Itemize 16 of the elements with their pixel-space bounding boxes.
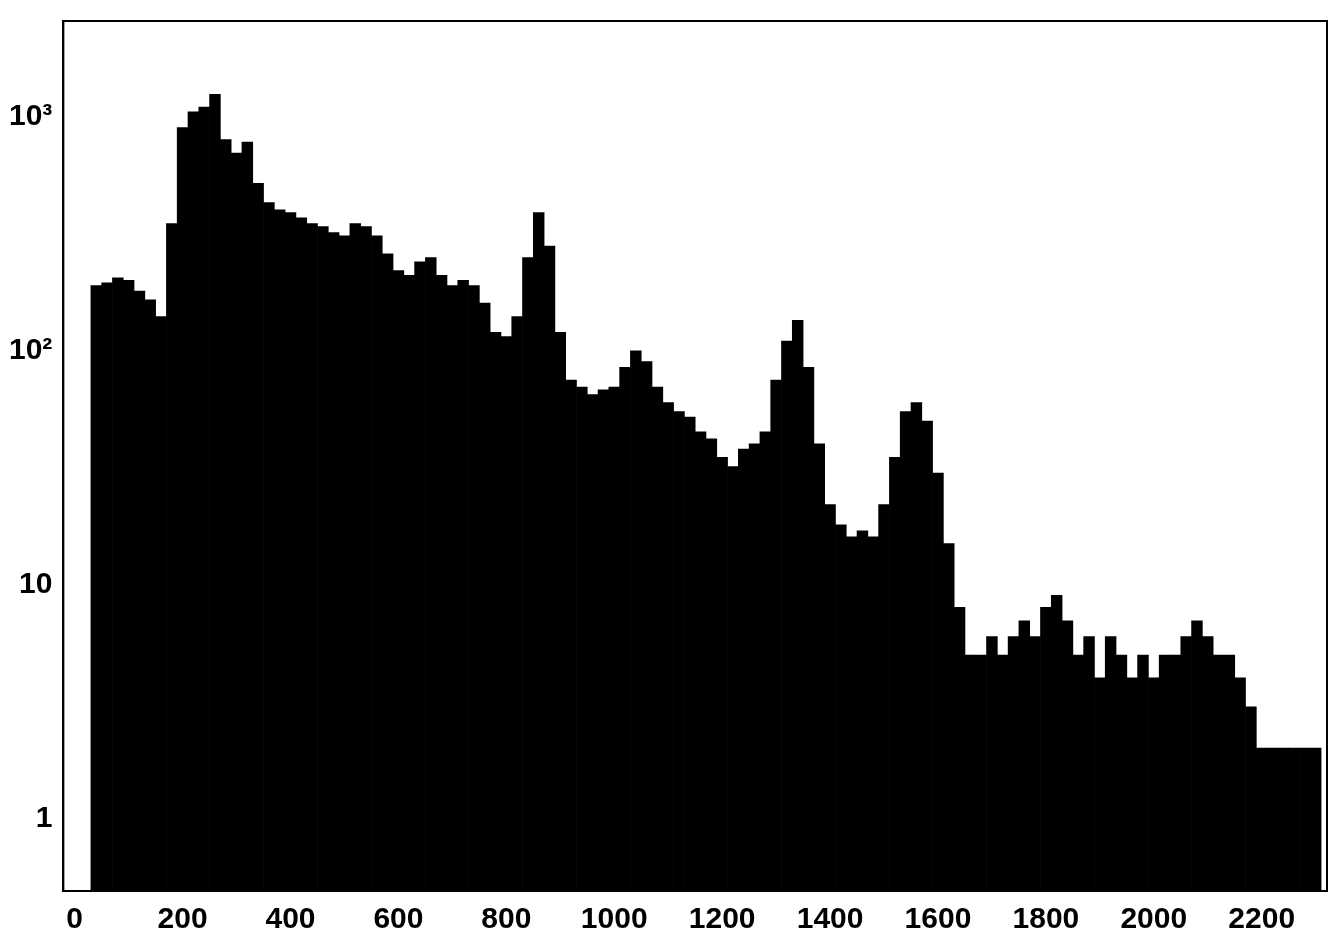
x-tick-label: 2000 [1120, 901, 1188, 935]
x-tick-label: 600 [373, 901, 424, 935]
x-tick-label: 1200 [688, 901, 756, 935]
x-tick-label: 1000 [580, 901, 648, 935]
x-tick-label: 800 [481, 901, 532, 935]
x-tick-label: 0 [66, 901, 84, 935]
x-tick-label: 200 [157, 901, 208, 935]
y-tick-label: 10² [9, 332, 53, 366]
x-tick-label: 1600 [904, 901, 972, 935]
x-tick-label: 1400 [796, 901, 864, 935]
y-tick-label: 10 [18, 565, 53, 599]
x-tick-label: 1800 [1012, 901, 1080, 935]
y-tick-label: 10³ [9, 98, 53, 132]
x-tick-label: 400 [265, 901, 316, 935]
x-tick-label: 2200 [1228, 901, 1296, 935]
y-tick-label: 1 [35, 799, 53, 833]
